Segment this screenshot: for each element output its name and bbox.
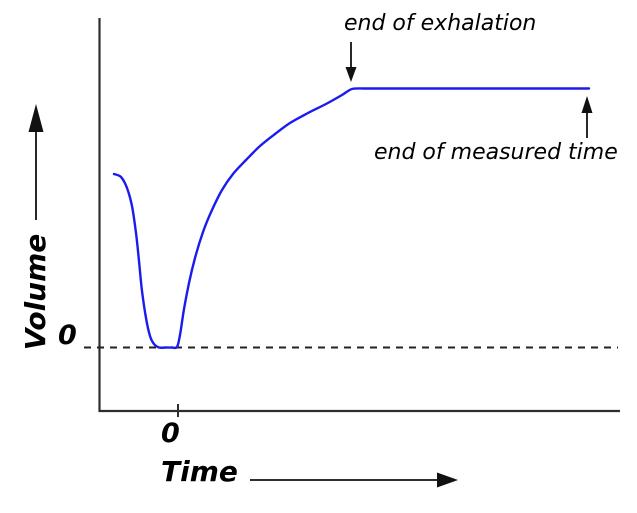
- end-of-exhalation-arrowhead-icon: [345, 67, 357, 82]
- end-of-measured-time-annotation: end of measured time: [374, 140, 618, 165]
- volume-arrowhead-icon: [28, 104, 44, 132]
- y-axis-zero-label: 0: [58, 320, 77, 351]
- time-direction-arrow: [250, 472, 458, 488]
- x-axis-zero-label: 0: [161, 418, 180, 449]
- x-axis-title: Time: [161, 455, 238, 488]
- end-of-measured-time-arrow: [581, 96, 593, 138]
- volume-curve: [112, 87, 591, 350]
- end-of-measured-time-arrowhead-icon: [581, 96, 593, 113]
- volume-direction-arrow: [28, 104, 44, 220]
- end-of-exhalation-annotation: end of exhalation: [344, 11, 537, 36]
- y-axis-title: Volume: [19, 233, 52, 351]
- time-arrowhead-icon: [437, 472, 458, 488]
- end-of-exhalation-arrow: [345, 42, 357, 82]
